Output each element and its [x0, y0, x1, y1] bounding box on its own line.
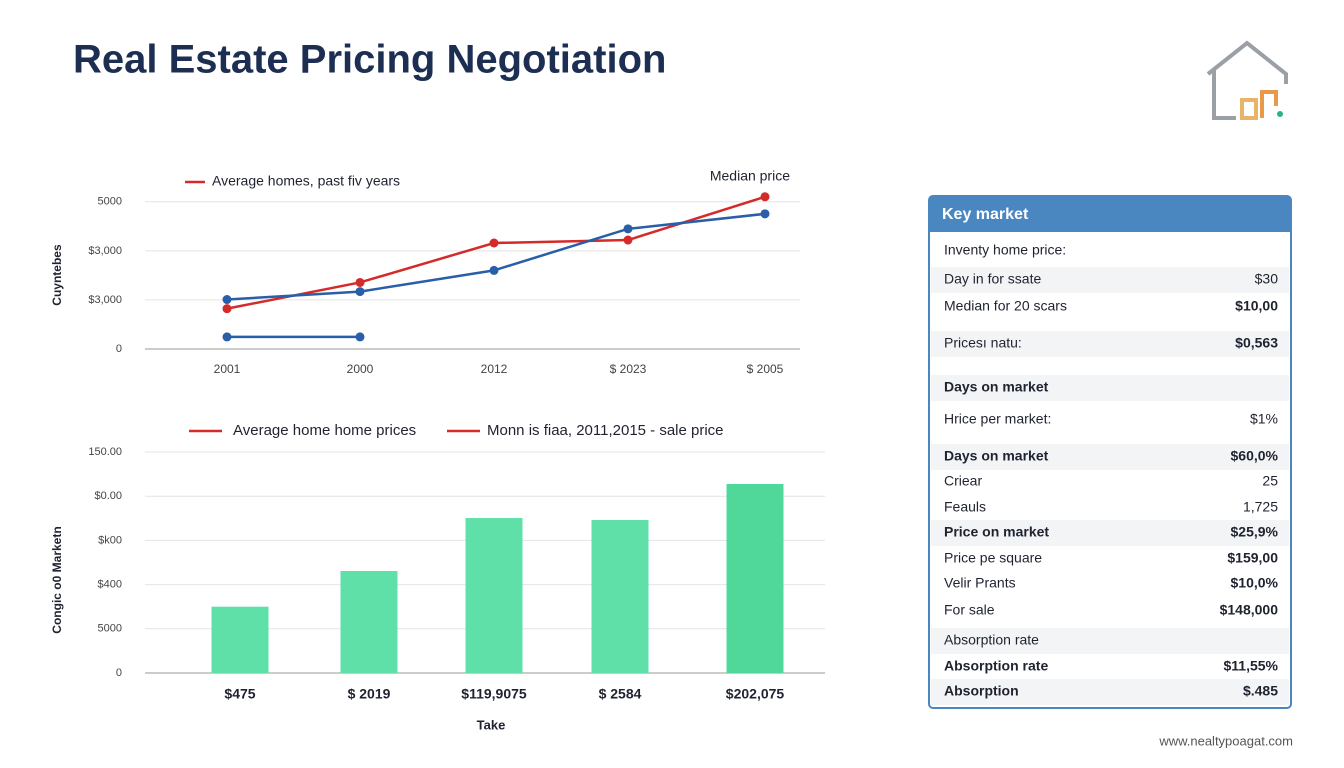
table-row-bg	[931, 375, 1289, 401]
table-cell: $25,9%	[1231, 524, 1279, 540]
x-tick-label: $202,075	[726, 686, 785, 702]
table-row-bg	[931, 520, 1289, 546]
line-point	[355, 277, 365, 287]
page-title: Real Estate Pricing Negotiation	[73, 38, 666, 82]
table-cell: $159,00	[1227, 550, 1278, 566]
table-cell: Price on market	[944, 524, 1049, 540]
bar	[726, 484, 784, 673]
bar	[465, 518, 523, 673]
legend-label: Average home home prices	[233, 422, 416, 439]
table-cell: $0,563	[1235, 335, 1278, 351]
line-point	[355, 332, 365, 342]
x-tick-label: $ 2019	[348, 686, 391, 702]
x-tick-label: $119,9075	[461, 686, 527, 702]
y-tick-label: $k00	[98, 534, 122, 546]
table-cell: Criear	[944, 473, 982, 489]
x-tick-label: $ 2005	[747, 362, 784, 376]
table-cell: Absorption rate	[944, 632, 1039, 648]
line-point	[760, 209, 770, 219]
table-cell: $10,0%	[1231, 575, 1279, 591]
table-cell: $148,000	[1220, 602, 1279, 618]
legend-label: Average homes, past fiv years	[212, 173, 400, 189]
table-cell: Days on market	[944, 379, 1049, 395]
y-tick-label: 150.00	[88, 446, 122, 458]
logo	[1206, 40, 1288, 120]
table-header	[929, 196, 1291, 232]
table-cell: Day in for ssate	[944, 271, 1041, 287]
table-cell: Feauls	[944, 499, 986, 515]
table-title: Key market	[942, 206, 1029, 223]
table-cell: Velir Prants	[944, 575, 1016, 591]
line-point	[623, 235, 633, 245]
legend-label: Median price	[710, 168, 790, 184]
x-tick-label: $ 2023	[610, 362, 647, 376]
line-point	[222, 332, 232, 342]
line-point	[222, 295, 232, 305]
bar	[340, 570, 398, 673]
table-cell: $1%	[1250, 411, 1278, 427]
y-tick-label: 5000	[98, 623, 122, 635]
y-tick-label: 0	[116, 343, 122, 355]
line-series	[226, 212, 766, 301]
table-cell: Inventy home price:	[944, 242, 1066, 258]
y-tick-label: $0.00	[94, 490, 122, 502]
table-cell: 25	[1262, 473, 1278, 489]
y-tick-label: 0	[116, 667, 122, 679]
y-axis-label: Congic o0 Marketn	[50, 526, 64, 633]
table-row-bg	[931, 267, 1289, 293]
x-tick-label: 2012	[481, 362, 508, 376]
line-point	[489, 238, 499, 248]
line-point	[760, 192, 770, 202]
table-row-bg	[931, 444, 1289, 470]
x-tick-label: 2001	[214, 362, 241, 376]
table-cell: Days on market	[944, 448, 1049, 464]
bar	[591, 519, 649, 673]
table-row-bg	[931, 331, 1289, 357]
legend-label: Monn is fiaa, 2011,2015 - sale price	[487, 422, 724, 439]
x-tick-label: $475	[224, 686, 255, 702]
table-cell: For sale	[944, 602, 995, 618]
table-cell: $30	[1255, 271, 1279, 287]
table-cell: $60,0%	[1231, 448, 1279, 464]
table-row-bg	[931, 679, 1289, 705]
y-tick-label: $3,000	[88, 294, 122, 306]
y-tick-label: $3,000	[88, 245, 122, 257]
table-cell: Absorption rate	[944, 658, 1048, 674]
table-cell: Price pe square	[944, 550, 1042, 566]
table-cell: Pricesı natu:	[944, 335, 1022, 351]
line-point	[623, 224, 633, 234]
y-tick-label: $400	[98, 579, 122, 591]
table-cell: Hrice per market:	[944, 411, 1051, 427]
line-point	[489, 265, 499, 275]
table-cell: $.485	[1243, 683, 1278, 699]
line-point	[355, 287, 365, 297]
y-axis-label: Cuyntebes	[50, 244, 64, 306]
x-axis-label: Take	[477, 717, 506, 732]
bar	[211, 606, 269, 673]
x-tick-label: 2000	[347, 362, 374, 376]
table-cell: $11,55%	[1224, 658, 1279, 674]
table-row-bg	[931, 628, 1289, 654]
line-point	[222, 304, 232, 314]
table-cell: $10,00	[1235, 298, 1278, 314]
table-cell: Absorption	[944, 683, 1019, 699]
table-cell: Median for 20 scars	[944, 298, 1067, 314]
y-tick-label: 5000	[98, 196, 122, 208]
footer-url: www.nealtypoagat.com	[1158, 733, 1293, 748]
line-series	[226, 195, 766, 310]
table-cell: 1,725	[1243, 499, 1278, 515]
x-tick-label: $ 2584	[599, 686, 642, 702]
